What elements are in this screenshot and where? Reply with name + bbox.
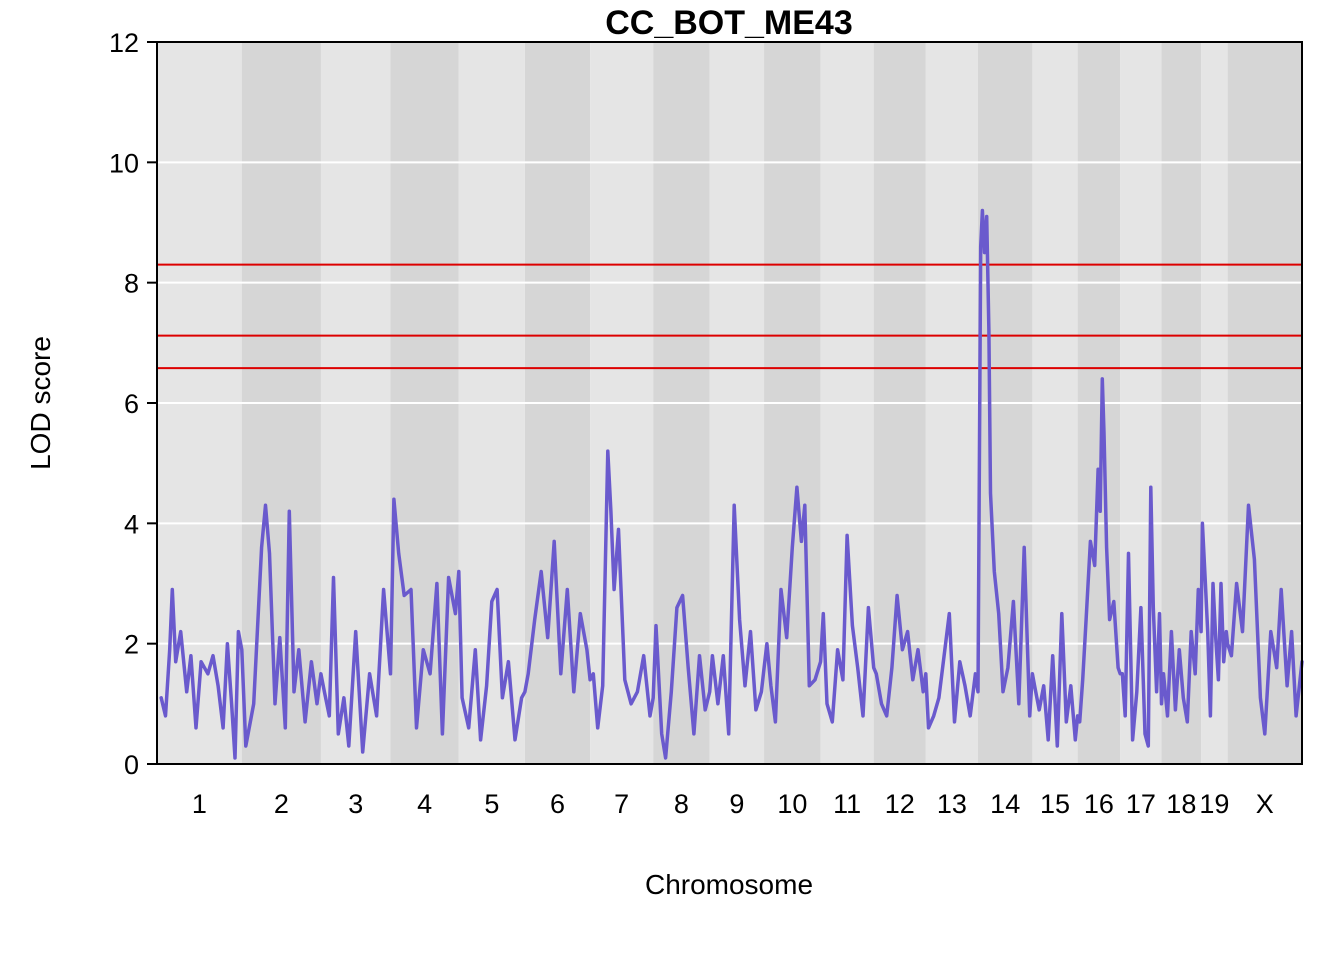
chromosome-label-11: 11 (833, 789, 861, 819)
chromosome-label-14: 14 (990, 789, 1020, 819)
chromosome-label-4: 4 (417, 789, 432, 819)
lod-curve-1 (159, 208, 1304, 760)
chromosome-label-15: 15 (1040, 789, 1070, 819)
y-axis-label: LOD score (25, 336, 56, 470)
chromosome-label-2: 2 (274, 789, 289, 819)
chromosome-label-1: 1 (192, 789, 207, 819)
chromosome-label-18: 18 (1166, 789, 1196, 819)
y-tick-label-4: 4 (124, 509, 139, 539)
chromosome-label-9: 9 (729, 789, 744, 819)
chromosome-label-13: 13 (937, 789, 967, 819)
chromosome-label-12: 12 (885, 789, 915, 819)
chromosome-label-10: 10 (777, 789, 807, 819)
lod-series (159, 208, 1304, 760)
x-axis: 1 2 3 4 5 6 7 8 9 10 11 12 13 14 15 16 17 18 19 X (192, 789, 1274, 819)
x-axis-label: Chromosome (645, 869, 813, 900)
chart-title: CC_BOT_ME43 (605, 4, 853, 42)
chromosome-label-19: 19 (1199, 789, 1229, 819)
y-tick-label-10: 10 (109, 148, 139, 178)
y-axis: 0 2 4 6 8 10 12 (109, 28, 157, 780)
chromosome-label-X: X (1256, 789, 1274, 819)
y-tick-label-2: 2 (124, 630, 139, 660)
chromosome-label-5: 5 (484, 789, 499, 819)
threshold-lines (157, 263, 1302, 370)
chromosome-label-3: 3 (348, 789, 363, 819)
chromosome-label-16: 16 (1084, 789, 1114, 819)
y-tick-label-12: 12 (109, 28, 139, 58)
chromosome-label-7: 7 (614, 789, 629, 819)
y-tick-label-6: 6 (124, 389, 139, 419)
chromosome-label-6: 6 (550, 789, 565, 819)
chromosome-label-8: 8 (674, 789, 689, 819)
y-tick-label-0: 0 (124, 750, 139, 780)
y-tick-label-8: 8 (124, 269, 139, 299)
chromosome-label-17: 17 (1126, 789, 1156, 819)
